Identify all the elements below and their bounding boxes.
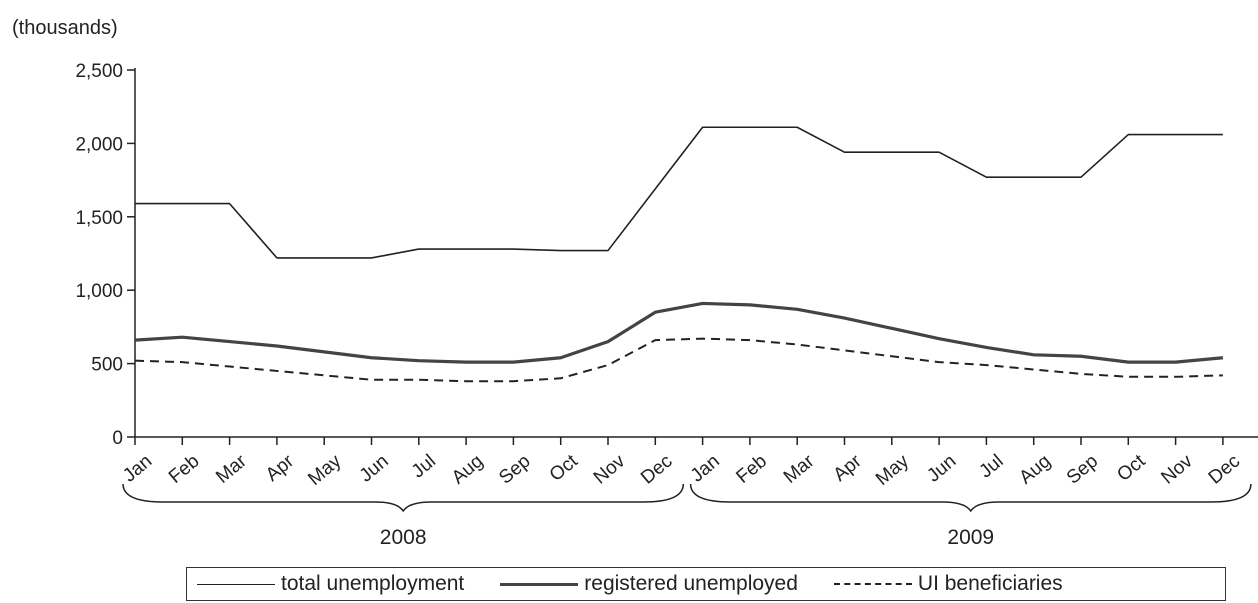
legend: total unemployment registered unemployed… bbox=[186, 567, 1226, 601]
x-tick-label: Nov bbox=[590, 450, 630, 488]
x-tick-label: Aug bbox=[448, 451, 487, 489]
x-tick-label: Jun bbox=[356, 451, 393, 487]
series-lines bbox=[134, 126, 1224, 383]
x-tick-label: Sep bbox=[495, 451, 534, 489]
legend-swatch-total bbox=[197, 583, 275, 585]
x-tick-label: May bbox=[304, 450, 345, 489]
x-tick-label: Feb bbox=[733, 451, 772, 488]
legend-item-registered: registered unemployed bbox=[500, 572, 798, 596]
year-brace bbox=[122, 483, 685, 513]
x-tick-label: Feb bbox=[165, 451, 204, 488]
x-tick-label: Aug bbox=[1016, 451, 1055, 489]
x-tick-label: Apr bbox=[830, 450, 867, 486]
series-line-ui-beneficiaries bbox=[134, 337, 1223, 383]
year-label: 2009 bbox=[947, 526, 994, 549]
x-axis-ticks: Jan Feb Mar Apr May Jun Jul Aug Sep Oct Nov Dec Jan F… bbox=[119, 437, 1244, 490]
line-chart: (thousands) 0 500 1,000 1,500 2,000 2,500 Jan… bbox=[12, 17, 1258, 549]
x-tick-label: Jun bbox=[923, 451, 960, 487]
x-tick-label: Sep bbox=[1063, 451, 1102, 489]
legend-item-ui: UI beneficiaries bbox=[833, 572, 1063, 596]
series-line-registered-unemployed bbox=[134, 301, 1224, 364]
x-tick-label: Oct bbox=[1113, 450, 1150, 486]
y-tick-label: 1,000 bbox=[75, 281, 123, 302]
x-tick-label: Mar bbox=[212, 450, 251, 488]
legend-label-ui: UI beneficiaries bbox=[917, 572, 1063, 595]
x-tick-label: Jul bbox=[976, 451, 1008, 483]
y-tick-label: 1,500 bbox=[75, 208, 123, 229]
axes bbox=[134, 68, 1258, 438]
y-tick-label: 2,500 bbox=[75, 61, 123, 82]
y-unit-label: (thousands) bbox=[12, 17, 118, 39]
y-tick-label: 0 bbox=[112, 428, 123, 449]
x-tick-label: Oct bbox=[546, 450, 583, 486]
x-tick-label: Nov bbox=[1157, 450, 1197, 488]
y-tick-label: 2,000 bbox=[75, 134, 123, 155]
legend-swatch-ui bbox=[833, 583, 912, 585]
legend-label-registered: registered unemployed bbox=[584, 572, 798, 595]
legend-item-total: total unemployment bbox=[197, 572, 464, 596]
year-label: 2008 bbox=[380, 526, 427, 549]
x-tick-label: Mar bbox=[780, 450, 819, 488]
x-tick-label: Jan bbox=[119, 451, 156, 487]
legend-swatch-registered bbox=[500, 582, 579, 586]
year-groups: 2008 2009 bbox=[122, 483, 1252, 549]
x-tick-label: Dec bbox=[637, 451, 676, 489]
series-line-total-unemployment bbox=[135, 126, 1223, 259]
year-brace bbox=[689, 483, 1252, 513]
x-tick-label: Jul bbox=[408, 451, 440, 483]
x-tick-label: Jan bbox=[687, 451, 724, 487]
x-tick-label: Dec bbox=[1205, 451, 1244, 489]
x-tick-label: Apr bbox=[262, 450, 299, 486]
x-tick-label: May bbox=[872, 450, 913, 489]
y-tick-label: 500 bbox=[91, 355, 123, 376]
legend-label-total: total unemployment bbox=[281, 572, 465, 595]
y-axis-ticks: 0 500 1,000 1,500 2,000 2,500 bbox=[75, 61, 135, 449]
